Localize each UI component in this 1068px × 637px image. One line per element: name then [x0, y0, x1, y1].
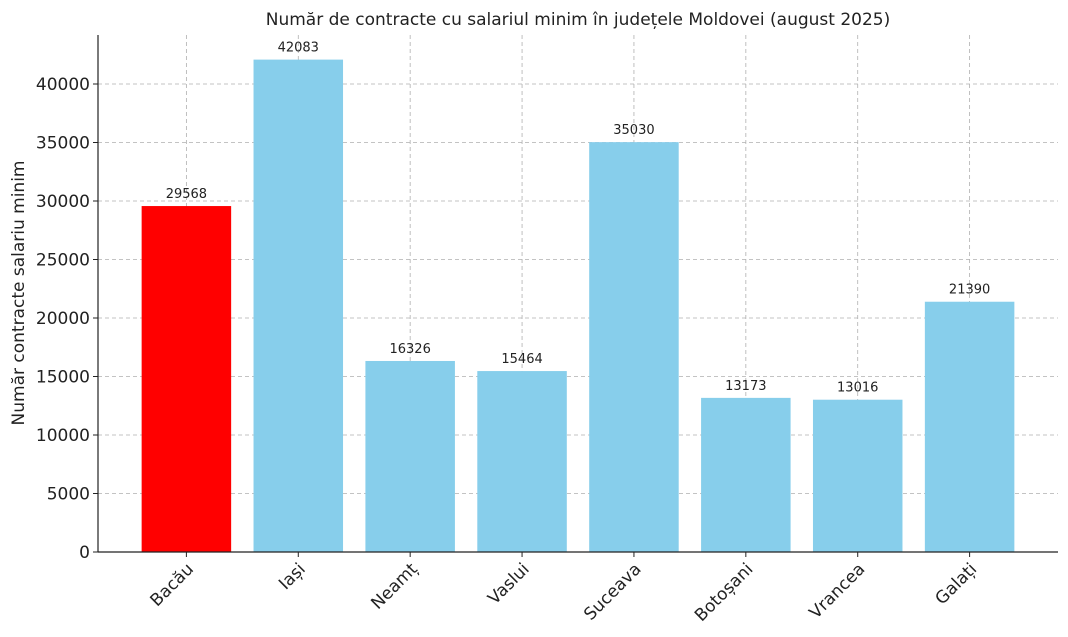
- bar-2: [365, 360, 455, 552]
- x-tick-label: Suceava: [580, 559, 645, 624]
- bar-0: [141, 206, 232, 552]
- bar-3: [477, 371, 567, 552]
- x-tick-label: Vaslui: [484, 559, 533, 608]
- bar-4: [589, 142, 679, 552]
- x-tick-label: Bacău: [147, 559, 198, 610]
- x-tick-label: Vrancea: [806, 559, 870, 623]
- y-tick-label: 0: [79, 543, 90, 563]
- x-tick-label: Iași: [275, 559, 310, 594]
- bar-7: [924, 301, 1015, 552]
- x-tick-label: Galați: [932, 559, 982, 609]
- data-label: 16326: [389, 342, 430, 357]
- bar-1: [253, 59, 344, 553]
- bar-5: [701, 397, 791, 552]
- y-tick-label: 15000: [36, 367, 90, 387]
- data-label: 15464: [501, 352, 542, 367]
- y-axis-label: Număr contracte salariu minim: [9, 161, 29, 426]
- data-label: 35030: [613, 123, 654, 138]
- y-tick-label: 5000: [47, 484, 90, 504]
- x-tick-label: Neamț: [367, 559, 422, 614]
- y-tick-label: 25000: [36, 250, 90, 270]
- x-tick-label: Botoșani: [691, 559, 757, 625]
- y-tick-label: 20000: [36, 309, 90, 329]
- y-tick-label: 35000: [36, 133, 90, 153]
- chart-title: Număr de contracte cu salariul minim în …: [266, 10, 890, 30]
- data-label: 42083: [278, 41, 319, 56]
- data-label: 21390: [949, 283, 990, 298]
- data-label: 13016: [837, 381, 878, 396]
- y-tick-label: 30000: [36, 192, 90, 212]
- y-tick-label: 10000: [36, 426, 90, 446]
- data-label: 29568: [166, 187, 207, 202]
- bar-6: [812, 399, 903, 552]
- y-tick-label: 40000: [36, 75, 90, 95]
- data-label: 13173: [725, 379, 766, 394]
